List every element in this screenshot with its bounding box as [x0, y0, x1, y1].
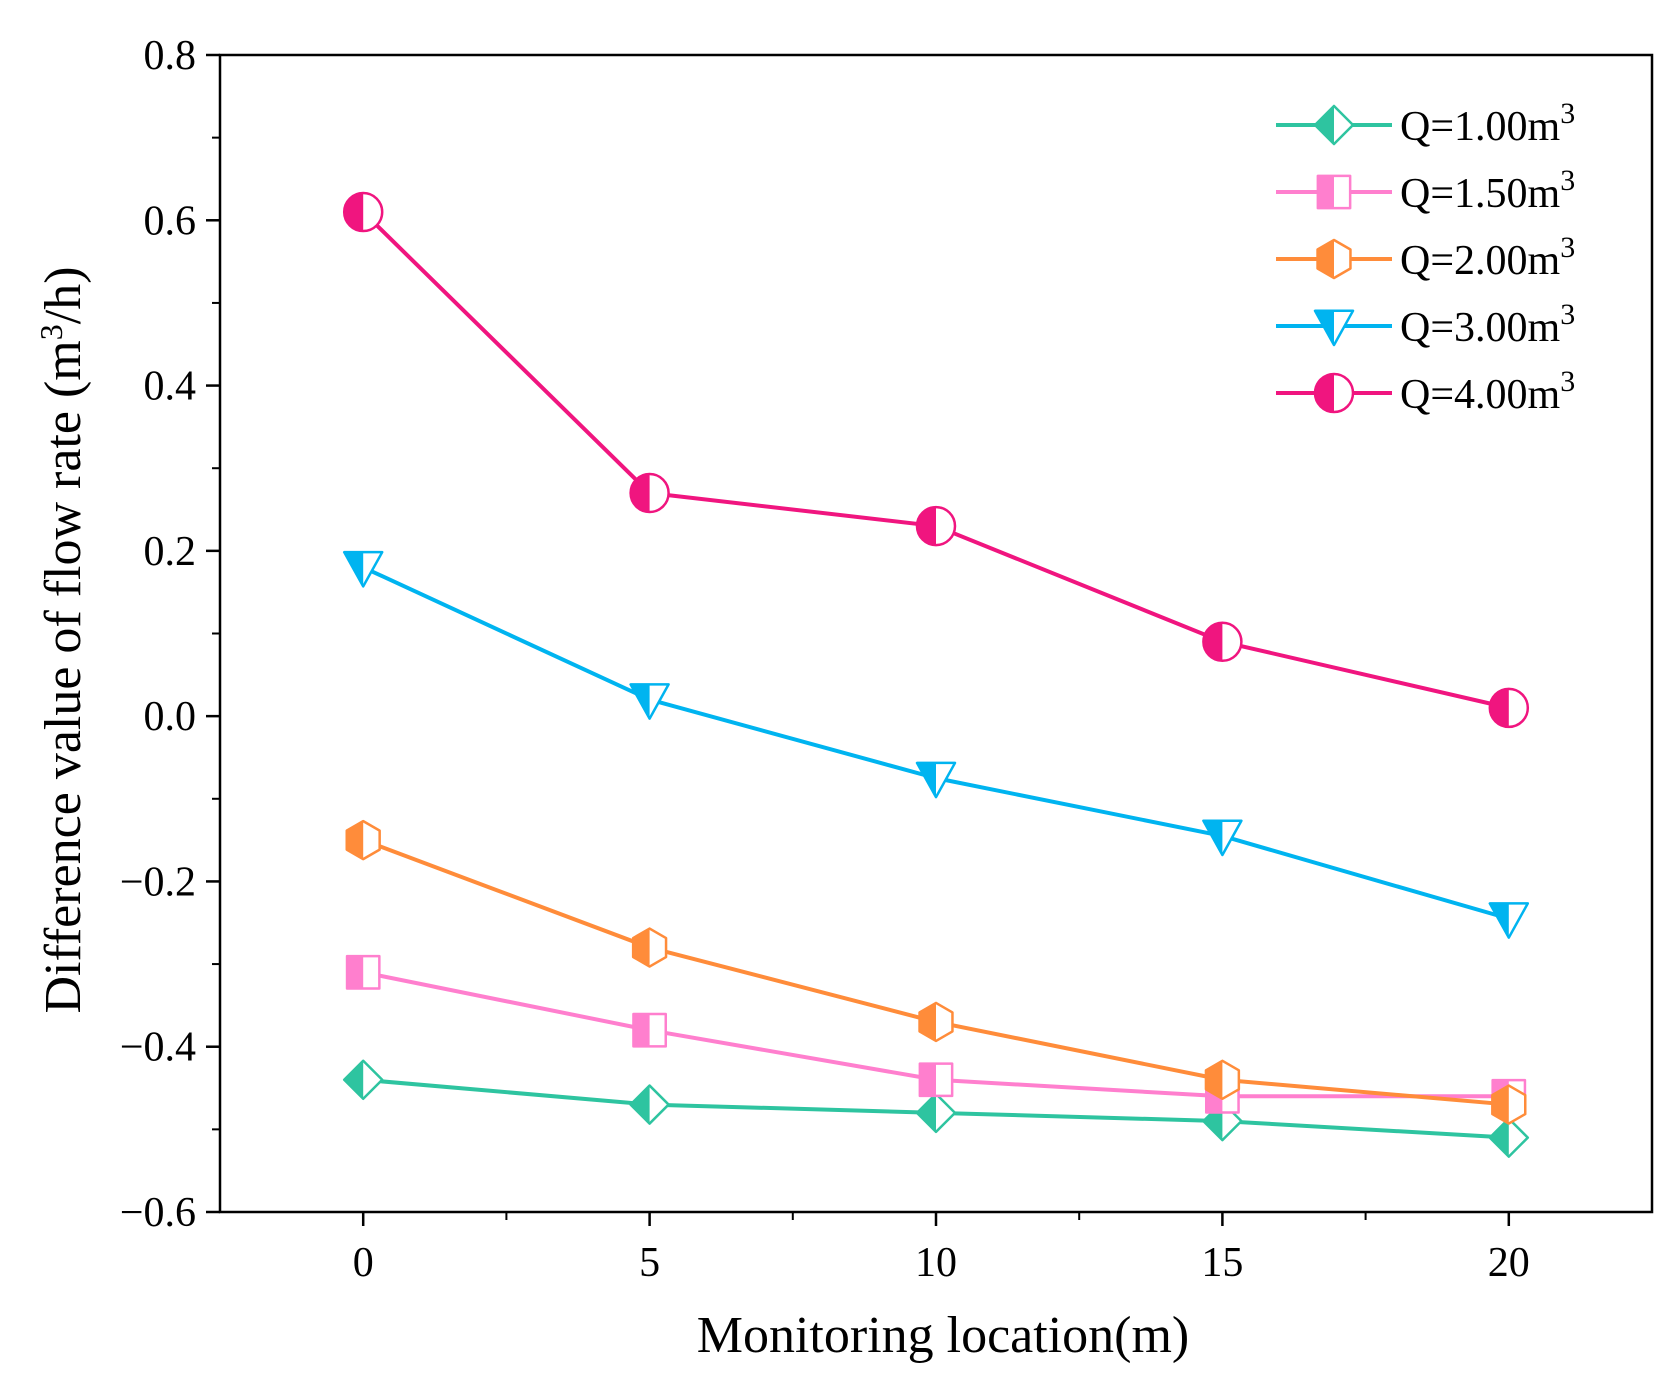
y-axis-title: Difference value of flow rate (m3/h)	[33, 266, 92, 1013]
data-point	[1488, 1117, 1530, 1158]
series-markers	[342, 191, 1530, 1158]
data-point	[1488, 687, 1530, 729]
legend-label: Q=1.00m3	[1400, 97, 1575, 150]
legend-item: Q=4.00m3	[1276, 365, 1575, 418]
legend-item: Q=3.00m3	[1276, 298, 1575, 351]
legend-marker	[1313, 104, 1355, 146]
x-tick-label: 5	[639, 1240, 660, 1286]
data-point	[345, 954, 381, 990]
legend-marker	[1313, 309, 1355, 347]
legend-item: Q=2.00m3	[1276, 231, 1575, 284]
y-tick-label: 0.8	[144, 33, 197, 79]
y-tick-label: 0.0	[144, 694, 197, 740]
x-tick-label: 15	[1201, 1240, 1243, 1286]
y-tick-label: 0.2	[144, 529, 197, 575]
y-tick-label: −0.2	[120, 859, 196, 905]
legend-label: Q=1.50m3	[1400, 164, 1575, 217]
data-point	[1488, 902, 1530, 939]
data-point	[915, 1092, 957, 1134]
data-point	[345, 819, 381, 861]
x-axis-title: Monitoring location(m)	[697, 1307, 1189, 1364]
y-tick-label: 0.6	[144, 198, 197, 244]
data-point	[915, 761, 957, 799]
data-point	[1202, 819, 1243, 857]
data-point	[629, 472, 670, 514]
legend-item: Q=1.50m3	[1276, 164, 1575, 217]
data-point	[632, 1012, 667, 1048]
y-tick-label: −0.4	[120, 1025, 196, 1071]
data-point	[1202, 621, 1243, 663]
data-point	[1204, 1059, 1241, 1101]
x-tick-label: 20	[1488, 1240, 1530, 1286]
axis-ticks: 0 5 10 15 20 −0.6 −0.4 −0.2 0.0 0.2 0.4 0.6 0.8	[120, 33, 1530, 1286]
x-tick-label: 10	[915, 1240, 957, 1286]
legend-label: Q=4.00m3	[1400, 365, 1575, 418]
legend-marker	[1313, 372, 1355, 414]
data-point	[631, 927, 668, 968]
legend-marker	[1316, 238, 1352, 280]
legend: Q=1.00m3 Q=1.50m3 Q=2.00m3 Q=3.00m3 Q=4.00m3	[1276, 97, 1575, 418]
data-point	[629, 683, 670, 720]
data-point	[629, 1084, 670, 1125]
y-tick-label: 0.4	[144, 364, 197, 410]
data-point	[342, 1059, 384, 1101]
data-point	[1491, 1084, 1527, 1125]
legend-label: Q=2.00m3	[1400, 231, 1575, 284]
x-tick-label: 0	[353, 1240, 374, 1286]
data-point	[342, 191, 384, 233]
data-point	[918, 1001, 954, 1043]
data-point	[342, 550, 384, 588]
data-point	[918, 1062, 954, 1098]
legend-item: Q=1.00m3	[1276, 97, 1575, 150]
legend-label: Q=3.00m3	[1400, 298, 1575, 351]
legend-marker	[1316, 174, 1352, 210]
data-point	[915, 505, 957, 547]
y-tick-label: −0.6	[120, 1190, 196, 1236]
